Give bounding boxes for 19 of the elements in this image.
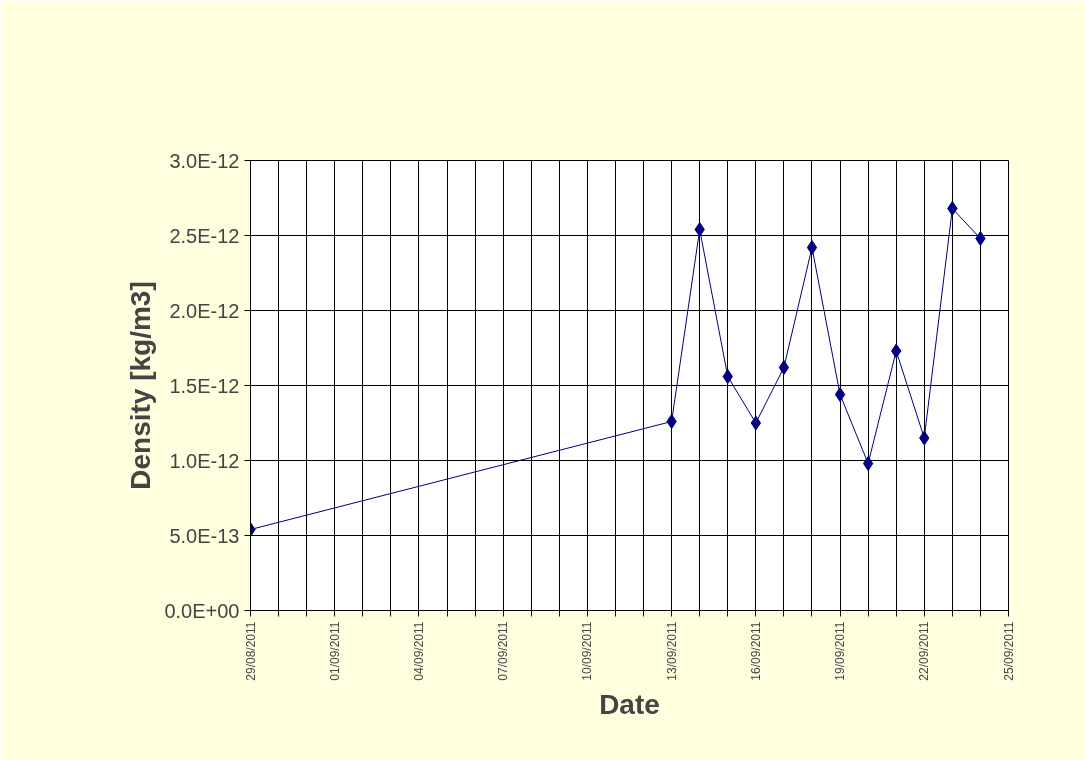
x-tick-label: 13/09/2011 [664, 621, 679, 681]
x-tick-label: 19/09/2011 [833, 621, 848, 681]
y-tick-label: 1.5E-12 [169, 374, 240, 397]
x-tick-label: 25/09/2011 [1001, 621, 1016, 681]
x-tick-label: 22/09/2011 [917, 621, 932, 681]
x-tick-label: 07/09/2011 [496, 621, 511, 681]
y-tick-label: 3.0E-12 [169, 149, 240, 172]
y-tick-label: 0.0E+00 [164, 599, 240, 622]
x-tick-label: 29/08/2011 [243, 621, 258, 681]
y-tick-label: 5.0E-13 [169, 524, 240, 547]
y-axis-title: Density [kg/m3] [125, 281, 157, 490]
x-axis-title: Date [599, 688, 660, 720]
x-tick-label: 10/09/2011 [580, 621, 595, 681]
y-tick-label: 1.0E-12 [169, 449, 240, 472]
y-tick-label: 2.0E-12 [169, 299, 240, 322]
x-tick-label: 16/09/2011 [748, 621, 763, 681]
x-tick-label: 04/09/2011 [411, 621, 426, 681]
x-tick-label: 01/09/2011 [327, 621, 342, 681]
y-tick-label: 2.5E-12 [169, 224, 240, 247]
